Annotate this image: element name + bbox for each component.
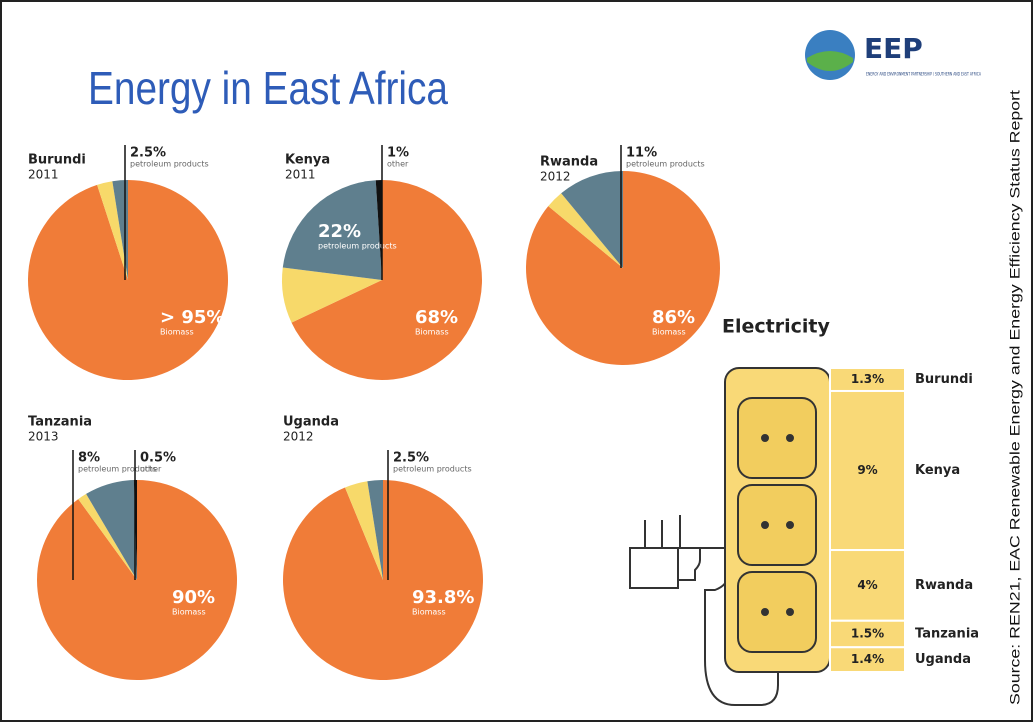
pie-slice <box>291 179 482 380</box>
slice-value-label: 93.8% <box>412 587 474 608</box>
pie-slice <box>78 493 137 580</box>
slice-value-label: 22% <box>318 221 361 242</box>
segment-name: Tanzania <box>915 627 979 642</box>
strip-segment <box>829 619 906 649</box>
pie-subtitle: 2012 <box>540 170 571 184</box>
outlet-hole <box>786 608 794 616</box>
outlet-hole <box>761 521 769 529</box>
slice-name: petroleum products <box>626 160 705 169</box>
slice-value-label: 0.5% <box>140 451 176 466</box>
logo-tagline: ENERGY AND ENVIRONMENT PARTNERSHIP / SOU… <box>866 72 982 78</box>
slice-value-label: 1% <box>387 146 409 161</box>
pie-slice <box>375 180 382 280</box>
outlet-hole <box>761 434 769 442</box>
outlet <box>737 571 817 653</box>
pie-slice <box>37 480 238 681</box>
slice-value-label: 2.5% <box>130 146 166 161</box>
title: Energy in East Africa <box>88 62 448 114</box>
logo-icon <box>807 51 853 71</box>
segment-value-label: 1.3% <box>851 372 884 386</box>
slice-name: other <box>140 465 162 474</box>
pie-slice <box>548 193 623 268</box>
pie-title: Tanzania <box>28 415 92 430</box>
logo: EEP ENERGY AND ENVIRONMENT PARTNERSHIP /… <box>805 30 982 80</box>
pie-subtitle: 2013 <box>28 430 59 444</box>
slice-name: Biomass <box>172 608 206 617</box>
slice-value-label: 11% <box>626 146 657 161</box>
pie-slice <box>282 267 382 323</box>
segment-name: Rwanda <box>915 578 973 593</box>
pie-slice <box>345 481 383 580</box>
power-strip <box>629 367 831 706</box>
outlet <box>737 484 817 566</box>
pie-slice <box>283 480 484 680</box>
strip-segment <box>829 646 906 673</box>
pie-subtitle: 2011 <box>285 168 316 182</box>
slice-name: petroleum products <box>78 465 157 474</box>
segment-name: Kenya <box>915 463 960 478</box>
pie-subtitle: 2011 <box>28 168 59 182</box>
pie-slice <box>97 181 128 280</box>
logo-name: EEP <box>864 32 923 65</box>
pie-slice <box>86 480 137 580</box>
pie-slice <box>112 180 128 280</box>
outlet-hole <box>786 521 794 529</box>
source: Source: REN21, EAC Renewable Energy and … <box>1007 90 1023 705</box>
segment-value-label: 1.4% <box>851 652 884 666</box>
slice-name: other <box>387 160 409 169</box>
segment-name: Uganda <box>915 652 971 667</box>
strip-segment <box>829 389 906 552</box>
segment-value-label: 4% <box>857 578 877 592</box>
pie-slice <box>367 480 383 580</box>
slice-value-label: 90% <box>172 587 215 608</box>
outlet-hole <box>761 608 769 616</box>
slice-value-label: 86% <box>652 307 695 328</box>
slice-name: Biomass <box>652 328 686 337</box>
slice-name: petroleum products <box>393 465 472 474</box>
pie-slice <box>282 180 382 280</box>
pie-subtitle: 2012 <box>283 430 314 444</box>
segment-value-label: 9% <box>857 463 877 477</box>
slice-name: Biomass <box>415 328 449 337</box>
slice-value-label: 2.5% <box>393 451 429 466</box>
pie-slice <box>28 180 229 380</box>
pie-title: Kenya <box>285 153 330 168</box>
pie-slice <box>561 171 623 268</box>
slice-value-label: > 95% <box>160 307 224 328</box>
slice-value-label: 8% <box>78 451 100 466</box>
slice-name: petroleum products <box>130 160 209 169</box>
strip-title: Electricity <box>722 316 830 338</box>
segment-name: Burundi <box>915 372 973 387</box>
pie-title: Rwanda <box>540 155 598 170</box>
slice-name: Biomass <box>160 328 194 337</box>
slice-name: petroleum products <box>318 242 397 251</box>
pie-title: Burundi <box>28 153 86 168</box>
slice-value-label: 68% <box>415 307 458 328</box>
outlet-hole <box>786 434 794 442</box>
pie-title: Uganda <box>283 415 339 430</box>
outlet <box>737 397 817 479</box>
plug-head <box>629 547 679 589</box>
slice-name: Biomass <box>412 608 446 617</box>
segment-value-label: 1.5% <box>851 627 884 641</box>
strip-segment <box>829 549 906 622</box>
